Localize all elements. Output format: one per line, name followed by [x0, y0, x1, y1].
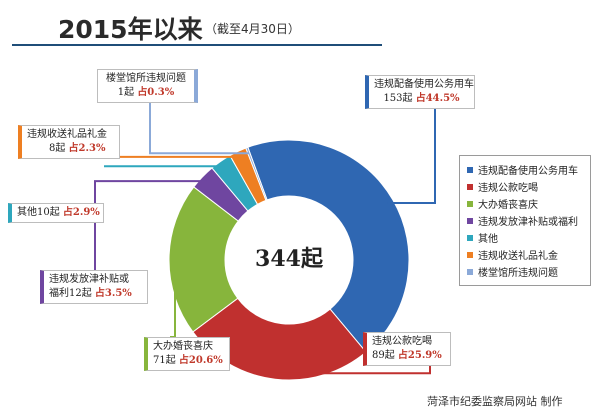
callout-gift-percent: 占2.3% — [68, 143, 106, 154]
callout-eat: 违规公款吃喝 89起 占25.9% — [363, 332, 451, 366]
donut-slices — [168, 139, 410, 381]
legend-swatch — [467, 251, 473, 258]
leader-line — [94, 180, 207, 270]
legend-swatch — [467, 217, 473, 224]
callout-other: 其他10起 占2.9% — [8, 203, 104, 223]
legend-item: 其他 — [467, 229, 586, 246]
callout-gift: 违规收送礼品礼金 8起 占2.3% — [18, 125, 120, 159]
legend-label: 违规配备使用公务用车 — [478, 166, 578, 177]
callout-subsidy: 违规发放津补贴或 福利12起 占3.5% — [40, 270, 148, 304]
legend-swatch — [467, 200, 473, 207]
callout-wedding-count: 71起 — [153, 355, 179, 366]
callout-car-label: 违规配备使用公务用车 — [374, 79, 474, 90]
callout-subsidy-percent: 占3.5% — [94, 288, 132, 299]
callout-building-label: 楼堂馆所违规问题 — [106, 73, 186, 84]
callout-subsidy-label: 违规发放津补贴或 — [49, 274, 129, 285]
chart-subtitle: （截至4月30日） — [205, 22, 300, 36]
callout-car-percent: 占44.5% — [415, 93, 460, 104]
legend-label: 违规收送礼品礼金 — [478, 251, 558, 262]
callout-building-count: 1起 — [117, 87, 138, 98]
callout-gift-label: 违规收送礼品礼金 — [27, 129, 107, 140]
callout-wedding-label: 大办婚丧喜庆 — [153, 341, 213, 352]
credit-text: 菏泽市纪委监察局网站 制作 — [427, 395, 563, 408]
donut-slice — [245, 146, 268, 201]
donut-center-label: 344起 — [255, 246, 324, 272]
callout-car-count: 153起 — [383, 93, 416, 104]
donut-slice — [168, 186, 239, 333]
callout-building-percent: 占0.3% — [137, 87, 175, 98]
legend-label: 违规公款吃喝 — [478, 183, 538, 194]
legend-swatch — [467, 166, 473, 173]
legend-item: 楼堂馆所违规问题 — [467, 263, 586, 280]
legend-swatch — [467, 234, 473, 241]
chart-legend: 违规配备使用公务用车 违规公款吃喝 大办婚丧喜庆 违规发放津补贴或福利 其他 违… — [459, 155, 591, 286]
legend-item: 违规配备使用公务用车 — [467, 161, 586, 178]
legend-label: 楼堂馆所违规问题 — [478, 268, 558, 279]
callout-eat-percent: 占25.9% — [397, 350, 442, 361]
legend-swatch — [467, 268, 473, 275]
callout-wedding-percent: 占20.6% — [178, 355, 223, 366]
callout-other-count: 其他10起 — [17, 207, 63, 218]
donut-hole — [226, 197, 352, 323]
callout-eat-count: 89起 — [372, 350, 398, 361]
legend-item: 违规收送礼品礼金 — [467, 246, 586, 263]
leader-line — [149, 100, 249, 155]
chart-title: 2015年以来 — [58, 15, 203, 44]
legend-label: 大办婚丧喜庆 — [478, 200, 538, 211]
callout-car: 违规配备使用公务用车 153起 占44.5% — [365, 75, 475, 109]
callout-gift-count: 8起 — [49, 143, 69, 154]
legend-label: 违规发放津补贴或福利 — [478, 217, 578, 228]
callout-other-percent: 占2.9% — [62, 207, 100, 218]
legend-item: 违规发放津补贴或福利 — [467, 212, 586, 229]
callout-building: 楼堂馆所违规问题 1起 占0.3% — [97, 69, 198, 103]
callout-subsidy-count: 福利12起 — [49, 288, 95, 299]
callout-eat-label: 违规公款吃喝 — [372, 336, 432, 347]
legend-label: 其他 — [478, 234, 498, 245]
callout-wedding: 大办婚丧喜庆 71起 占20.6% — [144, 337, 230, 371]
legend-item: 大办婚丧喜庆 — [467, 195, 586, 212]
title-underline — [12, 44, 382, 46]
legend-swatch — [467, 183, 473, 190]
leader-line — [387, 107, 436, 205]
legend-item: 违规公款吃喝 — [467, 178, 586, 195]
